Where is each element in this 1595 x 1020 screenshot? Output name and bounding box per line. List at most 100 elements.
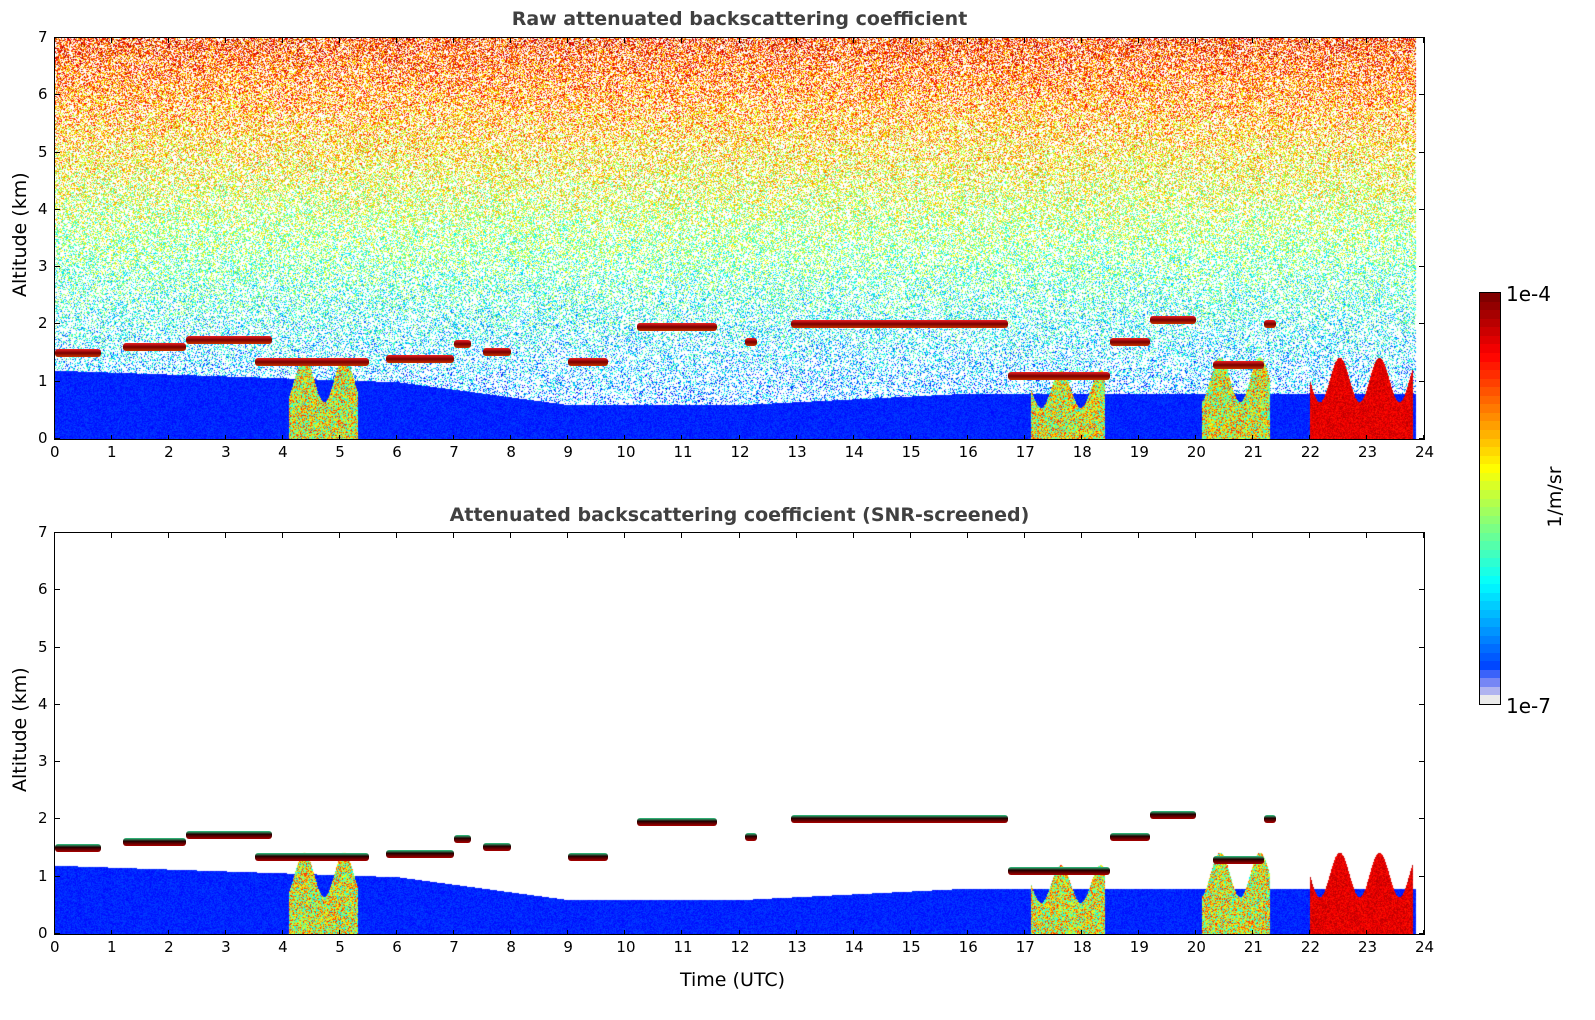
x-tick-mark [909,533,911,538]
y-tick-mark [1419,94,1424,96]
x-tick-label: 14 [844,938,864,956]
colorbar-max-label: 1e-4 [1506,282,1551,306]
x-tick-mark [54,533,55,538]
x-tick-label: 10 [616,443,636,461]
colorbar-segment [1480,515,1500,525]
x-tick-mark [624,533,626,538]
y-tick-mark [1419,646,1424,648]
y-tick-label: 0 [38,924,48,942]
y-tick-label: 2 [38,809,48,828]
x-tick-mark [510,435,512,440]
y-tick-mark [1419,208,1424,210]
x-tick-mark [1137,930,1139,935]
cloud-layer [568,852,609,861]
colorbar-segment [1480,387,1500,396]
y-tick-mark [55,703,60,705]
x-tick-mark [1308,38,1310,43]
x-tick-mark [1251,38,1253,43]
cloud-layer [1212,360,1265,369]
y-tick-mark [1419,818,1424,820]
y-tick-mark [55,266,60,268]
cloud-layer [1110,832,1151,841]
colorbar-segment [1480,524,1500,533]
colorbar-segment [1480,335,1500,345]
colorbar-segment [1480,481,1500,490]
x-tick-mark [111,533,113,538]
x-tick-mark [1308,435,1310,440]
x-tick-mark [1194,930,1196,935]
colorbar-segment [1480,404,1500,413]
x-tick-mark [339,533,341,538]
x-tick-mark [1365,38,1367,43]
cloud-layer [123,343,187,352]
x-tick-mark [852,38,854,43]
x-tick-label: 24 [1415,938,1435,956]
x-tick-mark [510,533,512,538]
x-tick-mark [1023,930,1025,935]
cloud-layer [55,349,101,358]
cloud-layer [186,831,272,840]
x-tick-mark [1080,38,1082,43]
x-tick-label: 2 [164,443,174,461]
y-tick-mark [55,380,60,382]
colorbar-segment [1480,567,1500,576]
colorbar-min-label: 1e-7 [1506,694,1551,718]
y-tick-mark [1419,438,1424,439]
x-tick-mark [168,533,170,538]
x-tick-label: 18 [1072,938,1092,956]
x-tick-mark [1137,38,1139,43]
x-tick-label: 3 [221,938,231,956]
x-tick-mark [738,435,740,440]
x-tick-mark [795,930,797,935]
x-tick-mark [567,38,569,43]
colorbar-unit-label: 1/m/sr [1544,466,1566,528]
x-tick-mark [624,930,626,935]
x-tick-mark [624,435,626,440]
x-tick-mark [852,533,854,538]
colorbar-segment [1480,430,1500,439]
cloud-layer [636,818,717,827]
colorbar-segment [1480,318,1500,328]
x-tick-mark [453,38,455,43]
x-tick-mark [966,38,968,43]
x-tick-label: 18 [1072,443,1092,461]
x-tick-mark [1080,533,1082,538]
x-tick-mark [225,435,227,440]
colorbar-segment [1480,498,1500,508]
x-tick-mark [567,435,569,440]
cloud-layer [1212,855,1265,864]
x-tick-mark [1423,435,1424,440]
x-tick-mark [111,435,113,440]
colorbar-segment [1480,455,1500,465]
x-tick-mark [681,533,683,538]
x-tick-label: 12 [730,443,750,461]
y-tick-label: 4 [38,694,48,713]
colorbar-segment [1480,293,1500,302]
y-tick-mark [55,875,60,877]
x-tick-label: 17 [1015,938,1035,956]
colorbar-segment [1480,592,1500,602]
x-tick-mark [54,38,55,43]
x-tick-mark [1308,533,1310,538]
x-tick-mark [396,38,398,43]
panel-2-title: Attenuated backscattering coefficient (S… [449,504,1030,526]
x-tick-mark [1023,533,1025,538]
x-tick-label: 22 [1300,443,1320,461]
y-tick-mark [55,589,60,591]
y-tick-mark [1419,933,1424,934]
colorbar-segment [1480,695,1500,704]
x-tick-mark [738,38,740,43]
y-tick-mark [1419,266,1424,268]
x-tick-mark [339,38,341,43]
cloud-layer [636,323,717,332]
x-tick-mark [681,435,683,440]
colorbar-segment [1480,447,1500,456]
x-tick-label: 13 [787,938,807,956]
cloud-layer [745,337,757,346]
x-tick-mark [510,930,512,935]
y-tick-mark [55,37,60,38]
y-tick-mark [55,646,60,648]
y-tick-mark [55,818,60,820]
x-tick-mark [1194,533,1196,538]
cloud-layer [55,844,101,853]
